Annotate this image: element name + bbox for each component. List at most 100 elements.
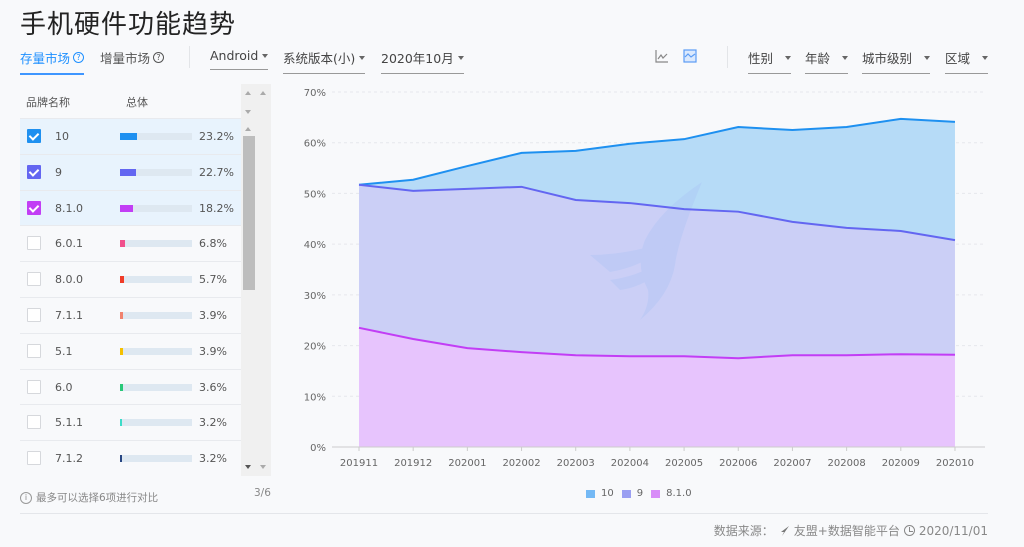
x-tick-label: 202003 <box>557 458 595 469</box>
caret-down-icon <box>457 55 464 60</box>
clock-icon <box>903 525 915 536</box>
tab-label: 增量市场 <box>100 51 151 66</box>
version-dropdown[interactable]: 系统版本(小) <box>283 48 366 74</box>
legend-item[interactable]: 8.1.0 <box>651 488 692 499</box>
data-source: 数据来源： 友盟+数据智能平台 2020/11/01 <box>714 522 988 539</box>
x-tick-label: 202008 <box>828 458 866 469</box>
month-dropdown[interactable]: 2020年10月 <box>381 48 464 74</box>
gender-dropdown[interactable]: 性别 <box>748 48 791 74</box>
table-row[interactable]: 5.1 3.9% <box>20 332 242 369</box>
row-checkbox[interactable] <box>27 164 41 179</box>
row-checkbox[interactable] <box>27 236 41 251</box>
y-tick-label: 60% <box>304 139 326 150</box>
caret-down-icon <box>262 53 269 58</box>
share-bar <box>120 419 192 427</box>
y-tick-label: 70% <box>304 88 326 99</box>
row-label: 9 <box>55 165 62 179</box>
share-bar <box>120 311 192 319</box>
x-tick-label: 202005 <box>665 458 703 469</box>
table-row[interactable]: 9 22.7% <box>20 153 242 190</box>
table-row[interactable]: 8.1.0 18.2% <box>20 189 242 226</box>
share-bar-fill <box>120 347 123 355</box>
dropdown-label: 系统版本(小) <box>283 51 356 66</box>
legend-swatch <box>651 489 661 498</box>
legend-item[interactable]: 9 <box>621 488 643 499</box>
dropdown-label: Android <box>210 48 259 63</box>
x-tick-label: 202001 <box>448 458 486 469</box>
table-header: 品牌名称 总体 <box>20 84 242 118</box>
table-row[interactable]: 8.0.0 5.7% <box>20 261 242 297</box>
area-chart-icon[interactable] <box>683 48 699 64</box>
row-checkbox[interactable] <box>27 129 41 143</box>
info-icon: i <box>20 491 32 504</box>
line-chart-icon[interactable] <box>655 48 671 64</box>
toolbar: 存量市场 ? 增量市场 ? Android 系统版本(小) 2020年10月 性… <box>20 44 990 75</box>
row-percentage: 3.6% <box>199 380 227 394</box>
tab-stock-market[interactable]: 存量市场 ? <box>20 48 85 75</box>
divider <box>20 513 988 514</box>
row-label: 6.0.1 <box>55 237 83 251</box>
x-tick-label: 202004 <box>611 458 649 469</box>
share-bar-fill <box>120 383 123 391</box>
help-icon[interactable]: ? <box>153 52 165 63</box>
umeng-logo-icon <box>780 525 789 536</box>
row-percentage: 5.7% <box>199 273 227 287</box>
row-percentage: 23.2% <box>199 130 234 143</box>
row-checkbox[interactable] <box>27 272 41 287</box>
share-bar-fill <box>120 455 122 463</box>
city-tier-dropdown[interactable]: 城市级别 <box>862 48 930 74</box>
scrollbar[interactable] <box>241 84 271 476</box>
share-bar <box>120 133 192 140</box>
scroll-up-icon[interactable] <box>245 91 251 95</box>
os-dropdown[interactable]: Android <box>210 48 269 70</box>
update-date: 2020/11/01 <box>918 523 988 538</box>
area-series-9 <box>359 184 955 359</box>
row-checkbox[interactable] <box>27 200 41 215</box>
line-series-9[interactable] <box>358 183 956 242</box>
share-bar <box>120 204 192 212</box>
age-dropdown[interactable]: 年龄 <box>805 48 848 74</box>
y-tick-label: 10% <box>304 392 326 403</box>
row-checkbox[interactable] <box>27 343 41 358</box>
divider <box>727 46 728 68</box>
table-row[interactable]: 7.1.2 3.2% <box>20 440 242 476</box>
share-bar-fill <box>120 168 136 176</box>
y-tick-label: 40% <box>304 240 326 251</box>
scroll-thumb[interactable] <box>243 136 255 290</box>
row-checkbox[interactable] <box>27 307 41 322</box>
scroll-down-icon[interactable] <box>245 465 251 469</box>
share-bar-fill <box>120 133 137 140</box>
row-percentage: 3.2% <box>199 416 227 430</box>
row-checkbox[interactable] <box>27 415 41 430</box>
row-checkbox[interactable] <box>27 451 41 466</box>
legend-swatch <box>621 489 631 498</box>
selection-hint: i 最多可以选择6项进行对比 <box>20 490 158 505</box>
row-checkbox[interactable] <box>27 379 41 394</box>
tab-incremental-market[interactable]: 增量市场 ? <box>100 48 165 73</box>
help-icon[interactable]: ? <box>73 52 85 63</box>
tab-label: 存量市场 <box>20 51 71 66</box>
legend-item[interactable]: 10 <box>586 488 614 499</box>
table-row[interactable]: 7.1.1 3.9% <box>20 296 242 333</box>
y-tick-label: 30% <box>304 291 326 302</box>
scroll-up-icon[interactable] <box>260 91 266 95</box>
legend-label: 8.1.0 <box>666 488 692 499</box>
table-row[interactable]: 5.1.1 3.2% <box>20 404 242 440</box>
table-row[interactable]: 6.0.1 6.8% <box>20 225 242 261</box>
scroll-down-icon[interactable] <box>245 110 251 114</box>
share-bar <box>120 276 192 284</box>
region-dropdown[interactable]: 区域 <box>945 48 988 74</box>
table-row[interactable]: 6.0 3.6% <box>20 368 242 405</box>
scroll-down-icon[interactable] <box>260 465 266 469</box>
page-title: 手机硬件功能趋势 <box>20 10 237 40</box>
row-label: 7.1.2 <box>55 452 83 466</box>
table-row[interactable]: 10 23.2% <box>20 118 242 154</box>
dropdown-label: 2020年10月 <box>381 51 454 66</box>
row-label: 6.0 <box>55 380 73 394</box>
line-series-10[interactable] <box>358 117 956 186</box>
row-percentage: 6.8% <box>199 237 227 251</box>
scroll-up-icon[interactable] <box>245 127 251 131</box>
dropdown-label: 性别 <box>748 51 774 66</box>
line-series-8-1-0[interactable] <box>358 326 955 360</box>
table-rows: 10 23.2% 9 22.7% 8.1.0 18.2% 6.0.1 6.8% 8.0.0 5.7… <box>20 118 242 476</box>
